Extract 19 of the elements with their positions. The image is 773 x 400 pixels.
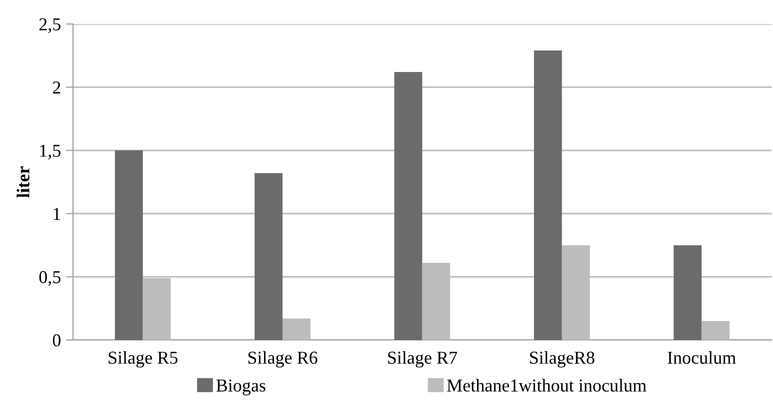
- x-tick-label: Silage R7: [388, 351, 458, 368]
- x-tick-label: SilageR8: [530, 351, 594, 368]
- legend-label: Methane1without inoculum: [447, 378, 646, 392]
- y-tick-label: 2: [52, 82, 60, 94]
- x-tick-label: Silage R5: [108, 351, 178, 368]
- x-tick-label: Inoculum: [668, 351, 736, 364]
- bar: [254, 173, 283, 340]
- y-tick-label: 0: [52, 334, 61, 346]
- bar: [534, 50, 562, 340]
- y-tick-label: 1,5: [40, 144, 60, 160]
- y-tick-label: 0,5: [39, 271, 60, 286]
- y-tick-label: 1: [54, 208, 60, 220]
- y-axis-title: liter: [16, 166, 30, 198]
- bar: [114, 150, 143, 340]
- bar: [674, 245, 702, 340]
- legend-label: Biogas: [216, 380, 266, 396]
- x-tick-label: Silage R6: [248, 351, 318, 368]
- y-tick-label: 2,5: [39, 18, 60, 34]
- bar: [394, 72, 422, 340]
